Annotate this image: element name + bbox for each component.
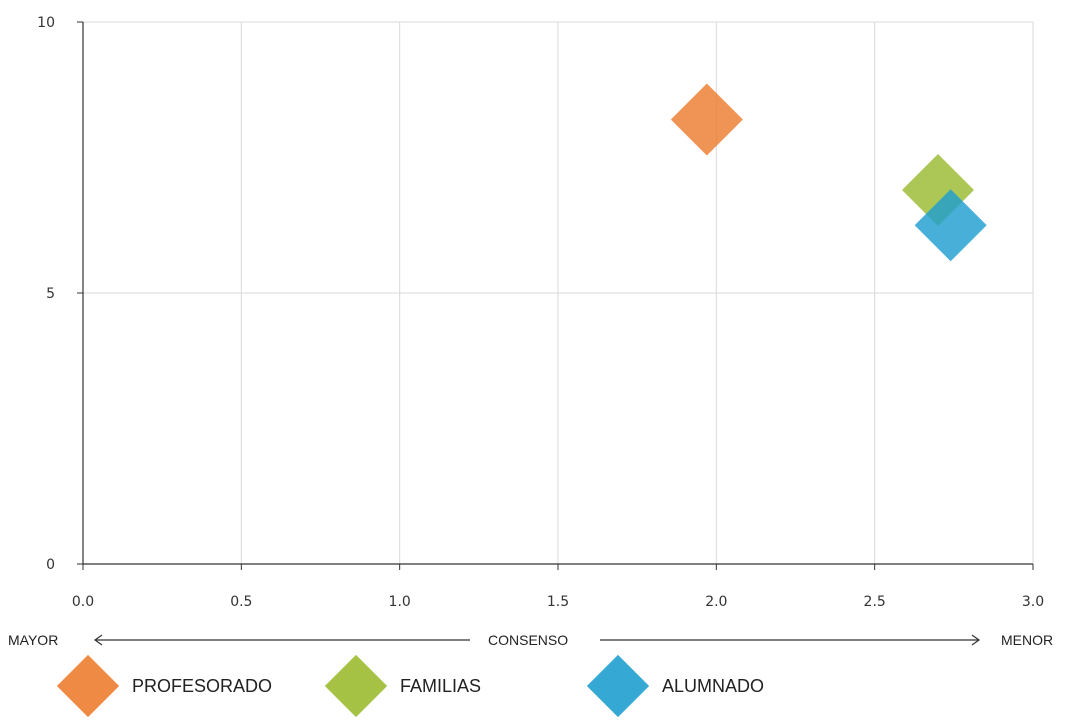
legend-label-familias: FAMILIAS [400,675,482,696]
scatter-chart: 0.0 0.5 1.0 1.5 2.0 2.5 3.0 0 5 10 MAYOR CONSENS… [8,15,1053,648]
y-tick-labels: 0 5 10 [37,15,55,573]
axes [77,21,1034,570]
x-tick-label: 0.0 [72,594,94,610]
x-tick-label: 2.5 [864,594,886,610]
left-arrow-head [93,634,103,646]
axis-caption-left: MAYOR [8,632,58,648]
legend-item-familias: FAMILIAS [324,652,482,720]
y-tick-label: 5 [46,286,55,302]
legend: PROFESORADO FAMILIAS ALUMNADO [0,652,1077,720]
axis-caption-center: CONSENSO [488,632,568,648]
legend-marker-familias [324,654,388,718]
x-axis-caption: MAYOR CONSENSO MENOR [8,632,1053,648]
right-arrow-head [971,634,981,646]
legend-marker-alumnado [586,654,650,718]
x-tick-labels: 0.0 0.5 1.0 1.5 2.0 2.5 3.0 [72,594,1044,610]
legend-item-profesorado: PROFESORADO [56,652,273,720]
x-tick-label: 1.5 [547,594,569,610]
legend-label-alumnado: ALUMNADO [662,675,765,696]
legend-marker-profesorado [56,654,120,718]
data-points [670,83,987,262]
grid-lines [83,21,1034,564]
legend-label-profesorado: PROFESORADO [132,675,273,696]
legend-item-alumnado: ALUMNADO [586,652,765,720]
data-point-profesorado [670,83,743,156]
data-point-alumnado [914,189,987,262]
axis-caption-right: MENOR [1001,632,1053,648]
x-tick-label: 0.5 [230,594,252,610]
y-tick-label: 10 [37,15,55,31]
y-tick-label: 0 [46,557,55,573]
x-tick-label: 1.0 [389,594,411,610]
x-tick-label: 2.0 [705,594,727,610]
x-tick-label: 3.0 [1022,594,1044,610]
